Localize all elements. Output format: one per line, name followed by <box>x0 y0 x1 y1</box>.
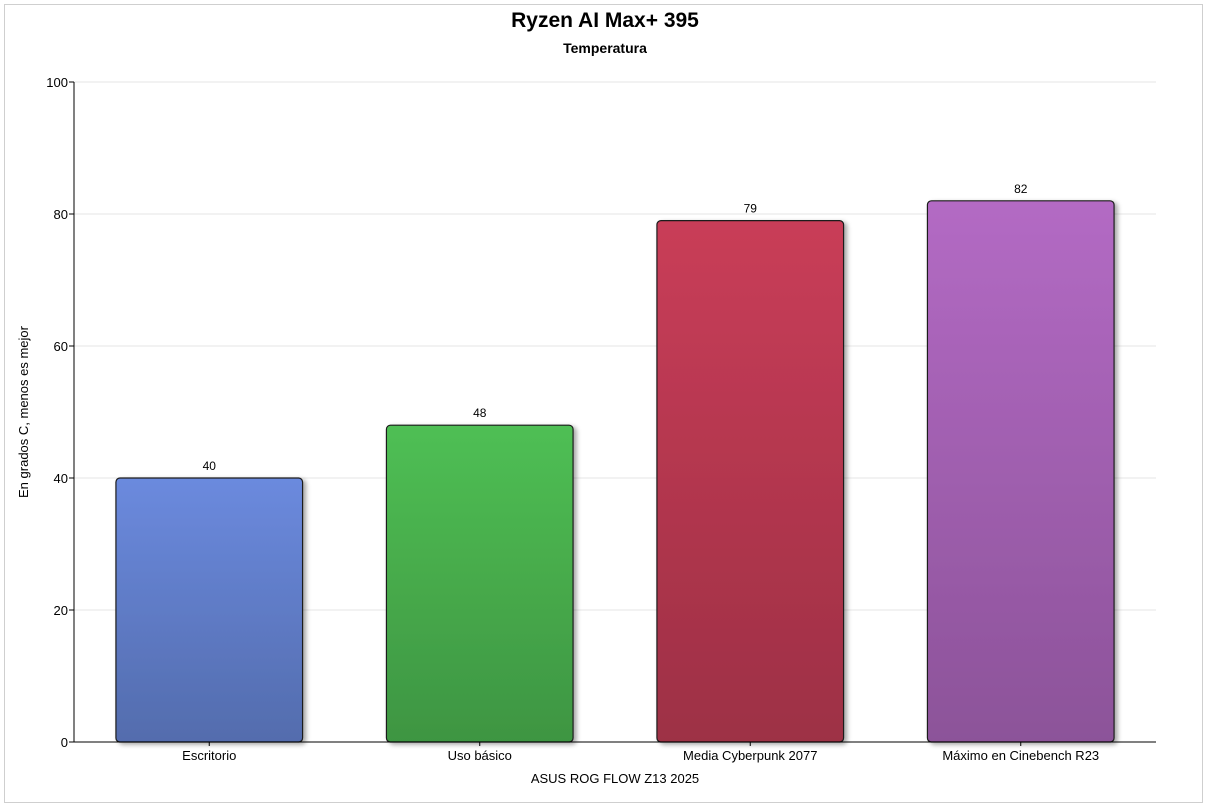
x-category-label: Máximo en Cinebench R23 <box>942 748 1099 763</box>
x-axis-title: ASUS ROG FLOW Z13 2025 <box>531 771 699 786</box>
bar-1 <box>385 424 574 743</box>
y-tick-label: 100 <box>46 75 68 90</box>
x-category-label: Uso básico <box>448 748 512 763</box>
y-tick-label: 0 <box>61 735 68 750</box>
chart-frame: Ryzen AI Max+ 395 Temperatura ASUS ROG F… <box>4 4 1203 803</box>
y-tick-label: 20 <box>54 603 68 618</box>
bar-2 <box>656 220 845 743</box>
bar-0 <box>115 477 304 743</box>
bar-value-label: 48 <box>473 406 487 420</box>
chart-title: Ryzen AI Max+ 395 <box>511 9 699 32</box>
y-tick-label: 80 <box>54 207 68 222</box>
y-tick-label: 40 <box>54 471 68 486</box>
x-category-label: Escritorio <box>182 748 236 763</box>
bar-value-label: 79 <box>744 202 758 216</box>
y-axis-title: En grados C, menos es mejor <box>16 325 31 498</box>
labels: Ryzen AI Max+ 395 Temperatura ASUS ROG F… <box>16 9 1099 786</box>
bars <box>115 200 1115 743</box>
x-category-label: Media Cyberpunk 2077 <box>683 748 817 763</box>
bar-value-label: 82 <box>1014 182 1028 196</box>
bar-chart: Ryzen AI Max+ 395 Temperatura ASUS ROG F… <box>16 9 1156 786</box>
y-tick-label: 60 <box>54 339 68 354</box>
axes <box>69 81 1156 746</box>
bar-3 <box>926 200 1115 743</box>
chart-subtitle: Temperatura <box>563 40 647 56</box>
bar-value-label: 40 <box>203 459 217 473</box>
